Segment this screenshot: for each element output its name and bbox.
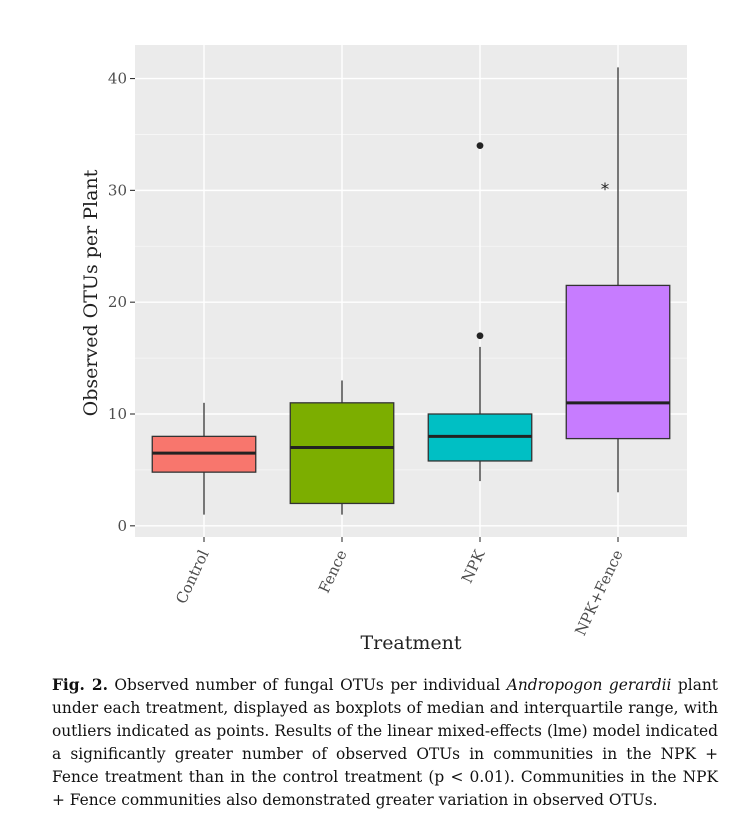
y-tick-label: 40	[108, 70, 127, 88]
box-group	[565, 67, 671, 493]
outlier-point	[476, 142, 484, 150]
box-group	[151, 402, 257, 515]
x-tick-label: NPK	[458, 546, 489, 586]
caption-label: Fig. 2.	[52, 676, 108, 694]
y-axis-title: Observed OTUs per Plant	[80, 169, 102, 416]
box-group	[289, 380, 395, 515]
caption-species: Andropogon gerardii	[506, 676, 672, 694]
outlier-point	[476, 332, 484, 340]
y-tick-label: 30	[108, 181, 127, 199]
boxes: *	[151, 67, 671, 515]
caption-text-after: plant under each treatment, displayed as…	[52, 676, 718, 809]
box-iqr	[289, 402, 395, 505]
x-tick-label: Fence	[315, 547, 351, 596]
figure-caption: Fig. 2. Observed number of fungal OTUs p…	[52, 674, 718, 812]
boxplot-chart: * 0 10 20 30 40 Control Fence NPK NPK+Fence Obse…	[80, 45, 687, 654]
y-tick-label: 10	[108, 405, 127, 423]
x-tick-label: Control	[172, 547, 213, 607]
y-tick-label: 0	[117, 517, 127, 535]
box-iqr	[565, 284, 671, 440]
x-axis-title: Treatment	[360, 632, 461, 654]
caption-text-before: Observed number of fungal OTUs per indiv…	[107, 676, 507, 694]
box-group	[427, 142, 533, 482]
x-tick-label: NPK+Fence	[571, 547, 626, 638]
annotation-star: *	[601, 180, 610, 200]
y-tick-label: 20	[108, 293, 127, 311]
